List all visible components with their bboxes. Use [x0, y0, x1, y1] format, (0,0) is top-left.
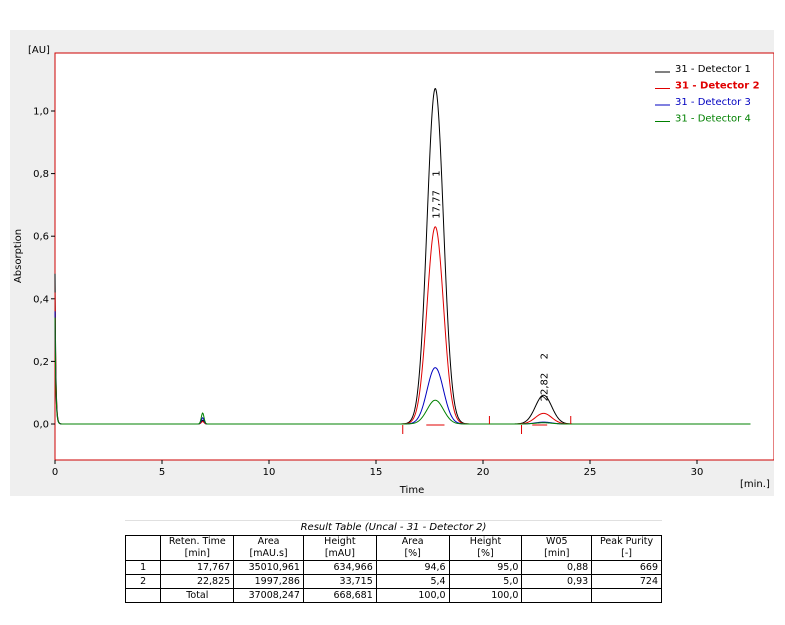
x-tick-label: 10: [263, 467, 276, 478]
cell-peak-purity: [591, 588, 662, 603]
cell-index: [124, 588, 162, 603]
cell-index: 1: [124, 560, 162, 575]
header-index: [124, 535, 162, 561]
header-area: Area [mAU.s]: [233, 535, 304, 561]
cell-height: 668,681: [302, 588, 377, 603]
cell-area: 37008,247: [233, 588, 304, 603]
cell-height-percent: 100,0: [448, 588, 523, 603]
table-row: 2 22,825 1997,286 33,715 5,4 5,0 0,93 72…: [124, 574, 662, 589]
cell-peak-purity: 724: [591, 574, 662, 589]
cell-area-percent: 94,6: [375, 560, 450, 575]
header-height: Height [mAU]: [302, 535, 377, 561]
table-header-row: Reten. Time [min] Area [mAU.s] Height [mAU]…: [124, 535, 662, 561]
y-tick-label: 0,0: [33, 420, 49, 431]
legend-entry: 31 - Detector 3: [675, 97, 751, 108]
y-axis-title: Absorption: [13, 229, 24, 283]
header-w05: W05 [min]: [521, 535, 593, 561]
result-table: Result Table (Uncal - 31 - Detector 2) R…: [124, 520, 662, 603]
peak-time-label: 22,82: [539, 373, 550, 402]
legend-entry: 31 - Detector 1: [675, 64, 751, 75]
legend: 31 - Detector 1 31 - Detector 2 31 - Detec…: [655, 64, 760, 125]
plot-frame: [54, 52, 774, 461]
cell-index: 2: [124, 574, 162, 589]
x-unit-label: [min.]: [740, 479, 770, 490]
x-axis-title: Time: [399, 485, 424, 496]
y-unit-label: [AU]: [28, 45, 50, 56]
x-tick-label: 15: [370, 467, 383, 478]
header-height-percent: Height [%]: [448, 535, 523, 561]
y-axis-ticks: 0,0 0,2 0,4 0,6 0,8 1,0: [33, 107, 55, 431]
y-tick-label: 0,4: [33, 294, 49, 305]
series-lines: [54, 88, 751, 425]
cell-w05: 0,88: [521, 560, 593, 575]
x-tick-label: 5: [159, 467, 165, 478]
cell-total-label: Total: [160, 588, 235, 603]
legend-entry: 31 - Detector 2: [675, 81, 760, 92]
cell-area-percent: 5,4: [375, 574, 450, 589]
cell-height-percent: 5,0: [448, 574, 523, 589]
table-row: 1 17,767 35010,961 634,966 94,6 95,0 0,8…: [124, 560, 662, 575]
series-line: [54, 317, 751, 425]
cell-area: 1997,286: [233, 574, 304, 589]
header-area-percent: Area [%]: [375, 535, 450, 561]
table-total-row: Total 37008,247 668,681 100,0 100,0: [124, 588, 662, 603]
cell-height: 634,966: [302, 560, 377, 575]
x-tick-label: 20: [477, 467, 490, 478]
y-tick-label: 0,8: [33, 169, 49, 180]
peak-number-label: 2: [539, 353, 550, 359]
y-tick-label: 0,6: [33, 232, 49, 243]
peak-number-label: 1: [431, 170, 442, 176]
cell-area: 35010,961: [233, 560, 304, 575]
chromatogram-panel: [AU] Absorption Time [min.] 0,0 0,2 0,4 0,6…: [10, 30, 774, 496]
peak-time-label: 17,77: [431, 190, 442, 219]
cell-height: 33,715: [302, 574, 377, 589]
y-tick-label: 0,2: [33, 357, 49, 368]
result-table-grid: Reten. Time [min] Area [mAU.s] Height [mAU]…: [124, 535, 662, 603]
header-peak-purity: Peak Purity [-]: [591, 535, 662, 561]
cell-w05: 0,93: [521, 574, 593, 589]
chromatogram-chart: [AU] Absorption Time [min.] 0,0 0,2 0,4 0,6…: [13, 45, 774, 496]
cell-retention-time: 22,825: [160, 574, 235, 589]
x-tick-label: 0: [52, 467, 58, 478]
legend-entry: 31 - Detector 4: [675, 114, 751, 125]
peak-annotations: 17,77 1 22,82 2: [431, 170, 550, 401]
x-tick-label: 25: [584, 467, 597, 478]
integration-markers: [402, 416, 572, 434]
cell-height-percent: 95,0: [448, 560, 523, 575]
header-retention-time: Reten. Time [min]: [160, 535, 235, 561]
result-table-title: Result Table (Uncal - 31 - Detector 2): [125, 520, 662, 535]
x-axis-ticks: 0 5 10 15 20 25 30: [52, 460, 704, 478]
cell-w05: [521, 588, 593, 603]
x-tick-label: 30: [691, 467, 704, 478]
cell-area-percent: 100,0: [375, 588, 450, 603]
cell-peak-purity: 669: [591, 560, 662, 575]
cell-retention-time: 17,767: [160, 560, 235, 575]
y-tick-label: 1,0: [33, 107, 49, 118]
